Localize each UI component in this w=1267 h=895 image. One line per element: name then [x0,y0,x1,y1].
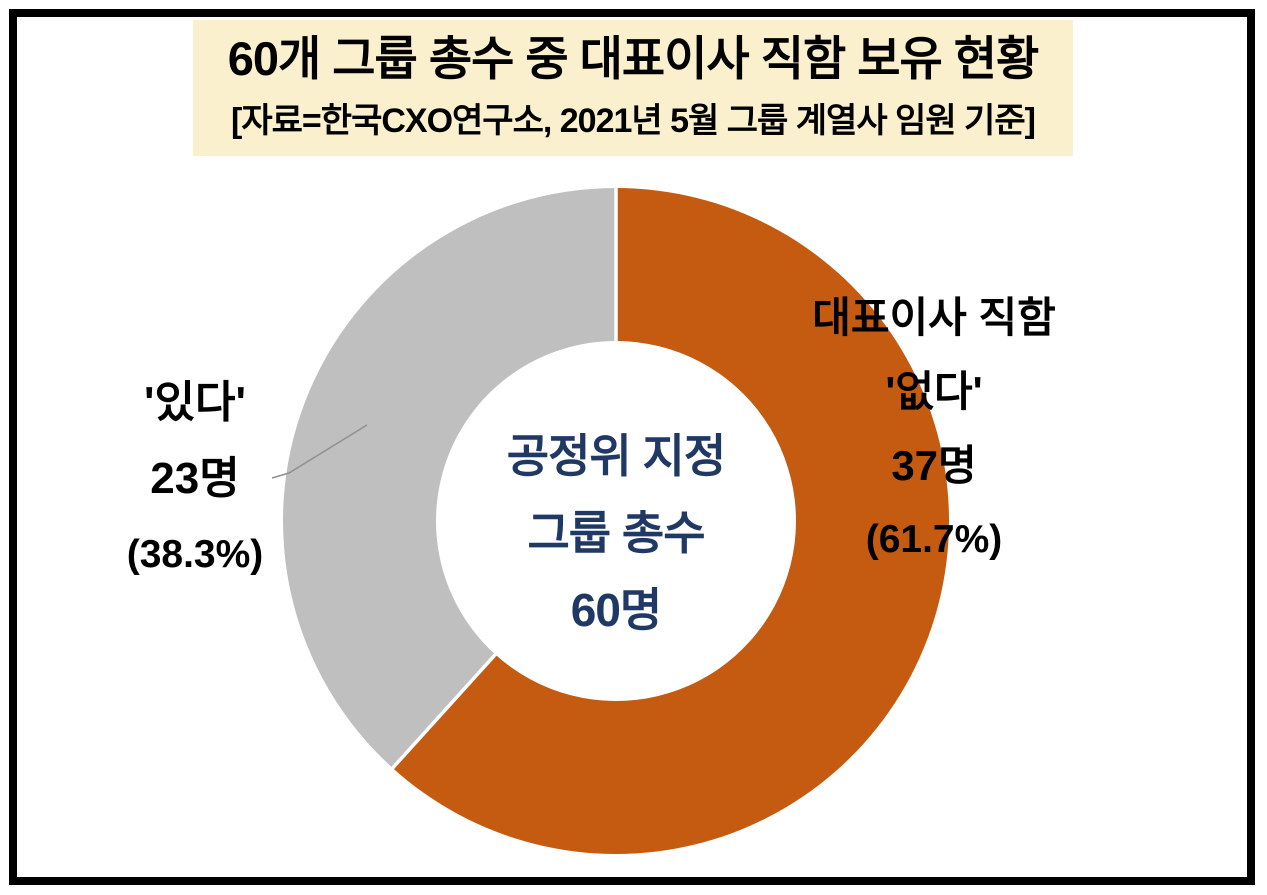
slice-label-line: '있다' [144,378,246,427]
slice-label-percent: (61.7%) [865,518,1003,561]
outer-border [9,9,1255,885]
slice-label-line: 37명 [891,442,977,489]
slice-label-line: 대표이사 직함 [812,294,1056,341]
center-label-line: 공정위 지정 [506,430,726,482]
center-label-line: 그룹 총수 [527,507,705,559]
slice-label-line: '없다' [885,368,983,415]
chart-title: 60개 그룹 총수 중 대표이사 직함 보유 현황 [227,32,1040,85]
label-leader-line [271,424,368,479]
slice-label-percent: (38.3%) [126,533,264,576]
slice-divider [390,651,498,771]
donut-slice-has-ceo-title [282,188,616,768]
chart-source-note: [자료=한국CXO연구소, 2021년 5월 그룹 계열사 임원 기준] [231,102,1036,140]
donut-slice-no-ceo-title [392,188,949,855]
donut-center-label: 공정위 지정 그룹 총수 60명 [386,418,846,649]
slice-label-no-ceo-title: 대표이사 직함 '없다' 37명 (61.7%) [769,281,1099,577]
center-label-line: 60명 [570,584,663,636]
slice-label-has-ceo-title: '있다' 23명 (38.3%) [55,365,335,593]
slice-label-line: 23명 [150,454,240,503]
title-box: 60개 그룹 총수 중 대표이사 직함 보유 현황 [자료=한국CXO연구소, … [193,20,1073,156]
